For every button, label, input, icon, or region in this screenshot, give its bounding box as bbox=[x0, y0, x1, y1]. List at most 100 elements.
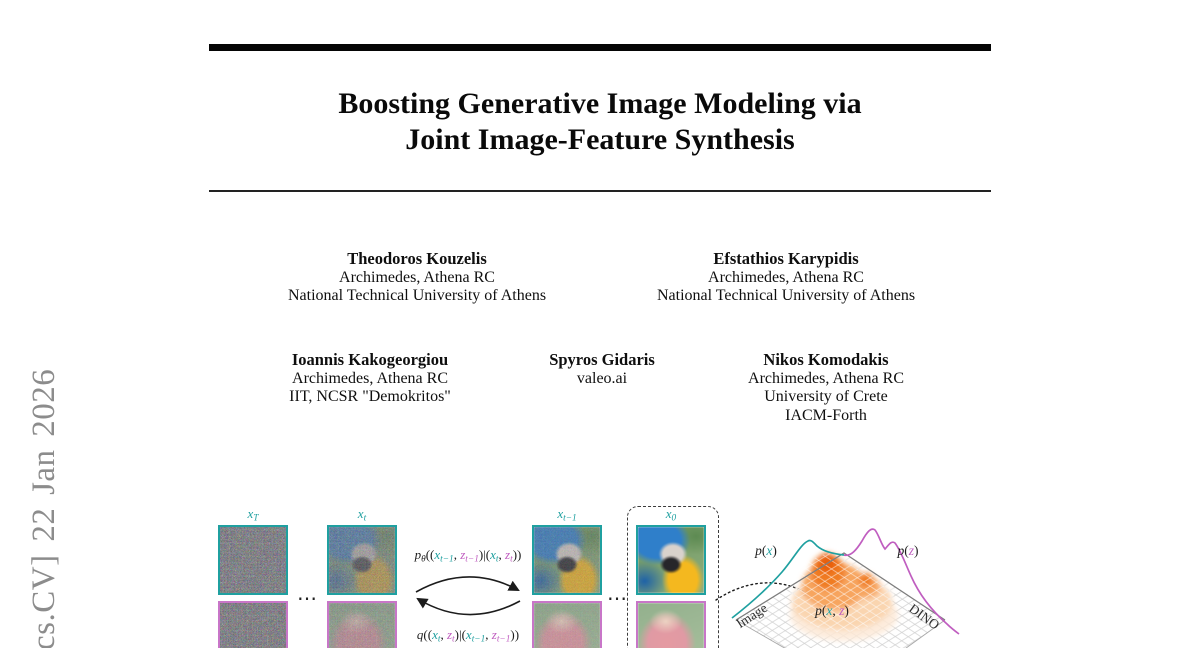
math-segment: t−1 bbox=[440, 554, 454, 565]
math-segment: , bbox=[440, 627, 447, 642]
px-marginal-curve bbox=[731, 539, 845, 619]
math-segment: z bbox=[839, 603, 845, 618]
author-block-komodakis: Nikos Komodakis Archimedes, Athena RC Un… bbox=[748, 350, 904, 425]
math-segment: , bbox=[453, 547, 461, 562]
math-segment: , bbox=[832, 603, 840, 618]
title-rule-top bbox=[209, 44, 991, 51]
math-segment: t bbox=[363, 513, 367, 524]
math-segment: p bbox=[897, 543, 905, 558]
math-segment: )|( bbox=[478, 547, 491, 562]
math-segment: x bbox=[432, 627, 438, 642]
math-segment: ) bbox=[844, 603, 849, 618]
pz-marginal-curve bbox=[843, 528, 960, 635]
math-segment: ) bbox=[914, 543, 919, 558]
denoising-equation: pθ((xt−1, zt−1)|(xt, zt)) bbox=[393, 547, 543, 565]
math-segment: t bbox=[510, 554, 513, 565]
author-affiliation: University of Crete bbox=[764, 388, 888, 405]
author-affiliation: National Technical University of Athens bbox=[287, 287, 547, 304]
author-affiliation: Archimedes, Athena RC bbox=[339, 268, 495, 286]
figure-label-xt1: xt−1 bbox=[532, 506, 602, 524]
math-segment: x bbox=[766, 543, 773, 558]
diamond-lower-edges bbox=[735, 619, 946, 648]
figure-label-xT: xT bbox=[218, 506, 288, 524]
arxiv-stamp: cs.CV] 22 Jan 2026 bbox=[26, 368, 62, 648]
pz-label: p(z) bbox=[897, 543, 918, 559]
math-segment: )) bbox=[510, 627, 520, 642]
math-segment: )|( bbox=[454, 627, 466, 642]
author-block-karypidis: Efstathios Karypidis Archimedes, Athena … bbox=[656, 249, 916, 306]
author-affiliation: National Technical University of Athens bbox=[656, 287, 916, 304]
math-segment: t bbox=[452, 634, 455, 645]
cycle-arrows bbox=[415, 576, 521, 616]
macaw-image-xt bbox=[327, 525, 397, 595]
joint-density-plot bbox=[731, 528, 960, 648]
math-segment: p bbox=[755, 543, 762, 558]
author-name: Spyros Gidaris bbox=[549, 350, 655, 369]
math-segment: (( bbox=[423, 627, 433, 642]
noise-image-zT bbox=[218, 601, 288, 648]
math-segment: x bbox=[357, 506, 364, 521]
math-segment: )) bbox=[512, 547, 522, 562]
x0-dashed-box bbox=[627, 506, 719, 648]
math-segment: x bbox=[665, 506, 672, 521]
math-segment: t bbox=[437, 634, 441, 645]
author-affiliation: IIT, NCSR "Demokritos" bbox=[289, 388, 451, 405]
math-segment: z bbox=[491, 627, 497, 642]
author-name: Theodoros Kouzelis bbox=[347, 249, 487, 268]
macaw-image-xt1 bbox=[532, 525, 602, 595]
math-segment: ( bbox=[821, 603, 827, 618]
ellipsis: ⋯ bbox=[607, 588, 627, 610]
math-segment: p bbox=[414, 547, 422, 562]
feature-image-zt1 bbox=[532, 601, 602, 648]
author-block-kouzelis: Theodoros Kouzelis Archimedes, Athena RC… bbox=[287, 249, 547, 306]
math-segment: ( bbox=[904, 543, 909, 558]
math-segment: (( bbox=[425, 547, 435, 562]
author-affiliation: valeo.ai bbox=[576, 369, 628, 387]
macaw-image-x0 bbox=[636, 525, 706, 595]
ridge-lines bbox=[735, 552, 946, 621]
math-segment: t−1 bbox=[465, 554, 479, 565]
author-name: Efstathios Karypidis bbox=[713, 249, 859, 268]
math-segment: t−1 bbox=[563, 513, 577, 524]
denoise-arrow bbox=[415, 576, 520, 593]
math-segment: , bbox=[485, 627, 492, 642]
math-segment: z bbox=[446, 627, 453, 642]
math-segment: ) bbox=[772, 543, 777, 558]
feature-image-z0 bbox=[636, 601, 706, 648]
paper-title: Boosting Generative Image Modeling via J… bbox=[209, 86, 991, 158]
author-affiliation: Archimedes, Athena RC bbox=[708, 268, 864, 286]
noise-image-xT bbox=[218, 525, 288, 595]
math-segment: , bbox=[498, 547, 506, 562]
math-segment: x bbox=[465, 627, 472, 642]
author-name: Nikos Komodakis bbox=[763, 350, 889, 369]
author-affiliation: IACM-Forth bbox=[785, 406, 867, 424]
math-segment: z bbox=[460, 547, 466, 562]
math-segment: θ bbox=[421, 554, 426, 565]
math-segment: z bbox=[908, 543, 915, 558]
figure-label-xt: xt bbox=[327, 506, 397, 524]
dashed-arrow bbox=[715, 582, 814, 601]
ellipsis: ⋯ bbox=[297, 588, 317, 610]
figure-label-x0: x0 bbox=[636, 506, 706, 524]
math-segment: z bbox=[505, 547, 511, 562]
math-segment: ( bbox=[761, 543, 767, 558]
math-segment: t−1 bbox=[471, 634, 486, 645]
math-segment: x bbox=[434, 547, 441, 562]
math-segment: t bbox=[495, 554, 499, 565]
math-segment: x bbox=[490, 547, 496, 562]
author-affiliation: Archimedes, Athena RC bbox=[292, 369, 448, 387]
math-segment: T bbox=[253, 513, 259, 524]
author-name: Ioannis Kakogeorgiou bbox=[291, 350, 449, 369]
math-segment: x bbox=[557, 506, 564, 521]
author-block-gidaris: Spyros Gidaris valeo.ai bbox=[549, 350, 655, 388]
px-label: p(x) bbox=[755, 543, 777, 559]
surface-mesh-overlay bbox=[790, 552, 894, 632]
paper-title-line2: Joint Image-Feature Synthesis bbox=[405, 123, 795, 156]
math-segment: x bbox=[826, 603, 833, 618]
feature-image-zt bbox=[327, 601, 397, 648]
math-segment: q bbox=[416, 627, 424, 642]
math-segment: x bbox=[247, 506, 254, 521]
author-block-kakogeorgiou: Ioannis Kakogeorgiou Archimedes, Athena … bbox=[289, 350, 451, 407]
diffusion-equation: q((xt, zt)|(xt−1, zt−1)) bbox=[393, 627, 543, 645]
